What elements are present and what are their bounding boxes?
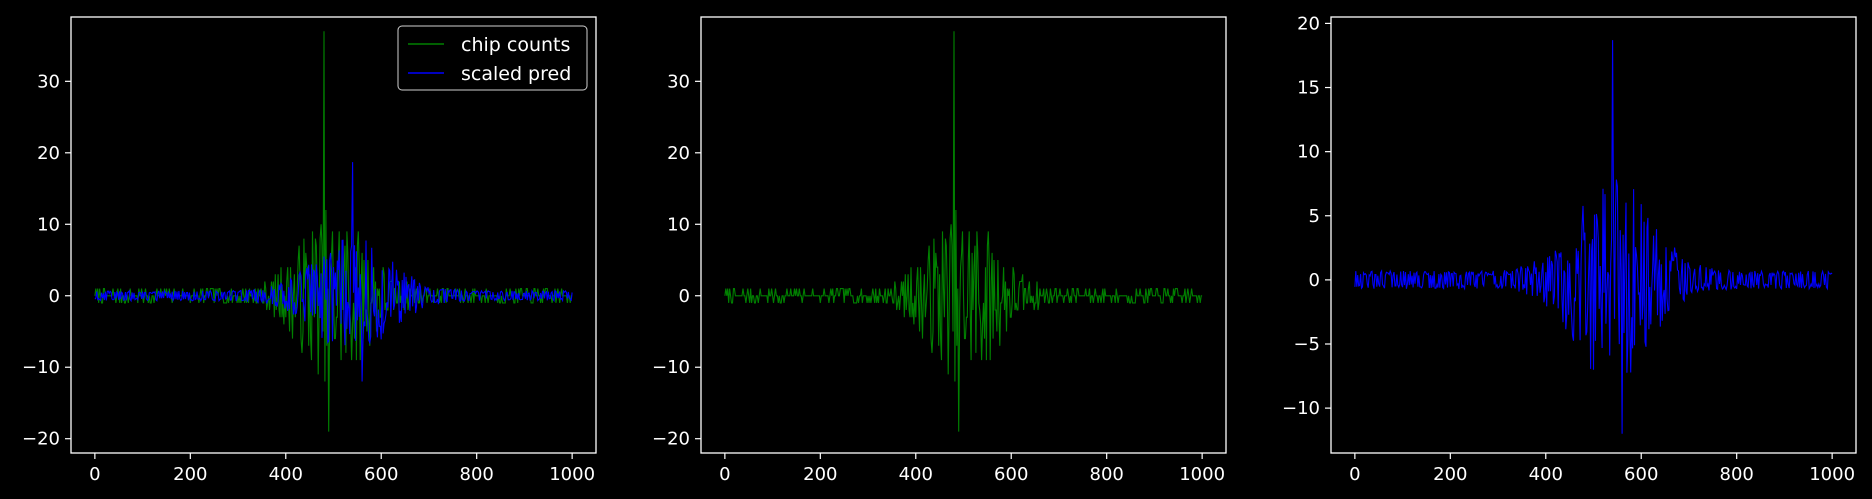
y-tick-label: −20 <box>22 429 60 450</box>
axes-frame <box>70 16 597 454</box>
x-tick-label: 600 <box>364 464 398 485</box>
x-tick-label: 0 <box>1349 464 1360 485</box>
x-tick-label: 200 <box>173 464 207 485</box>
series-line-pred <box>1354 40 1833 434</box>
legend-box <box>397 25 588 91</box>
chart-panel-3: 0 200 400 600 800 1000 −10 −5 0 5 10 15 20 <box>1282 13 1857 485</box>
chart-panel-2: 0 200 400 600 800 1000 −20 −10 0 10 20 30 <box>652 16 1227 485</box>
y-tick-label: 30 <box>667 71 690 92</box>
x-tick-label: 1000 <box>1809 464 1855 485</box>
y-tick-label: 15 <box>1297 78 1320 99</box>
x-tick-label: 1000 <box>1179 464 1225 485</box>
axes-frame <box>700 16 1227 454</box>
x-tick-label: 800 <box>460 464 494 485</box>
x-tick-label: 200 <box>803 464 837 485</box>
y-tick-label: −10 <box>1282 398 1320 419</box>
x-tick-label: 800 <box>1720 464 1754 485</box>
legend: chip counts scaled pred <box>397 25 588 91</box>
series-line-pred <box>94 162 573 382</box>
x-tick-label: 600 <box>994 464 1028 485</box>
y-tick-label: 20 <box>37 143 60 164</box>
y-tick-label: 30 <box>37 71 60 92</box>
x-tick-label: 800 <box>1090 464 1124 485</box>
y-tick-label: 0 <box>49 286 60 307</box>
x-tick-label: 400 <box>899 464 933 485</box>
x-tick-label: 400 <box>1529 464 1563 485</box>
x-tick-label: 1000 <box>549 464 595 485</box>
y-tick-label: −20 <box>652 429 690 450</box>
y-tick-label: 20 <box>1297 13 1320 34</box>
y-tick-label: 5 <box>1309 206 1320 227</box>
series-line-counts <box>724 31 1203 432</box>
y-tick-label: −5 <box>1293 334 1320 355</box>
series-line-counts <box>94 31 573 432</box>
legend-label: scaled pred <box>461 63 571 85</box>
chart-panel-1: 0 200 400 600 800 1000 −20 −10 0 10 20 30 chip count… <box>22 16 597 485</box>
legend-label: chip counts <box>461 34 570 56</box>
y-tick-label: 0 <box>1309 270 1320 291</box>
y-tick-label: 20 <box>667 143 690 164</box>
x-tick-label: 200 <box>1433 464 1467 485</box>
y-tick-label: 0 <box>679 286 690 307</box>
x-tick-label: 400 <box>269 464 303 485</box>
x-tick-label: 600 <box>1624 464 1658 485</box>
y-tick-label: 10 <box>667 214 690 235</box>
y-tick-label: 10 <box>37 214 60 235</box>
x-tick-label: 0 <box>89 464 100 485</box>
y-tick-label: −10 <box>652 357 690 378</box>
y-tick-label: −10 <box>22 357 60 378</box>
axes-frame <box>1330 16 1857 454</box>
y-tick-label: 10 <box>1297 142 1320 163</box>
x-tick-label: 0 <box>719 464 730 485</box>
